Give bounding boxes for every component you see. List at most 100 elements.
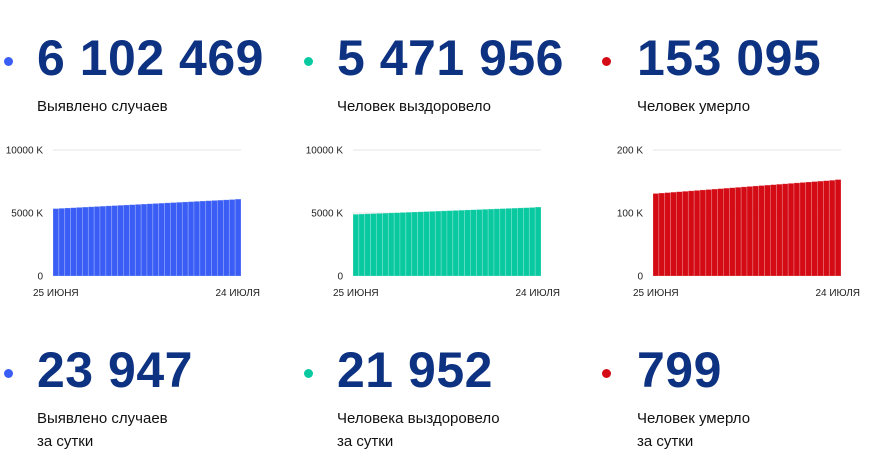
bar: [187, 201, 195, 277]
bar: [411, 211, 418, 277]
bar: [670, 191, 677, 277]
bar: [417, 211, 424, 277]
bar: [817, 180, 824, 277]
bar: [181, 201, 189, 277]
bar: [146, 203, 154, 277]
bar: [517, 207, 524, 277]
y-tick-label: 100 K: [617, 209, 643, 220]
bar: [693, 190, 701, 277]
bar: [52, 208, 60, 277]
y-tick-label: 0: [37, 272, 43, 283]
recovered-daily-caption-line2: за сутки: [337, 433, 394, 450]
deaths-daily-caption-line2: за сутки: [637, 433, 694, 450]
recovered-total-value: 5 471 956: [337, 30, 564, 86]
deaths-total-value: 153 095: [637, 30, 822, 86]
bar: [705, 189, 713, 277]
bar: [687, 190, 695, 277]
bar: [111, 205, 118, 277]
bar: [87, 206, 95, 277]
bar: [458, 209, 465, 277]
bar: [76, 207, 83, 277]
bar: [99, 205, 107, 277]
y-tick-label: 5000 K: [11, 209, 43, 220]
bar: [664, 192, 671, 277]
cases-daily-caption-line2: за сутки: [37, 433, 94, 450]
bar: [176, 201, 183, 277]
bar: [699, 189, 707, 277]
recovered-dot-icon: [304, 57, 313, 66]
deaths-chart: 0 100 K 200 K 25 ИЮНЯ 24 ИЮЛЯ: [617, 146, 860, 300]
bar: [423, 211, 430, 277]
bar: [199, 200, 207, 277]
bar: [393, 212, 401, 277]
bar: [205, 200, 212, 277]
x-end-label: 24 ИЮЛЯ: [515, 288, 560, 299]
bar: [734, 186, 742, 277]
bar: [93, 206, 101, 277]
bar: [752, 185, 760, 277]
deaths-daily-value: 799: [637, 342, 722, 398]
x-start-label: 25 ИЮНЯ: [33, 288, 79, 299]
bar: [676, 191, 683, 277]
bar: [493, 208, 501, 277]
bar: [440, 210, 448, 277]
bar: [729, 187, 736, 277]
bar: [534, 206, 542, 277]
cases-daily-value: 23 947: [37, 342, 193, 398]
recovered-total-caption: Человек выздоровело: [337, 98, 491, 115]
bar: [140, 203, 148, 277]
x-start-label: 25 ИЮНЯ: [333, 288, 379, 299]
bar: [134, 204, 142, 277]
bar: [787, 183, 795, 277]
bar: [505, 208, 512, 277]
bar: [129, 204, 136, 277]
bar: [117, 204, 124, 277]
x-end-label: 24 ИЮЛЯ: [215, 288, 260, 299]
bar: [193, 201, 201, 277]
cases-daily-dot-icon: [4, 369, 13, 378]
bar: [405, 211, 413, 277]
bar: [158, 202, 165, 277]
bar: [523, 207, 530, 277]
bar: [387, 212, 395, 277]
y-tick-label: 0: [337, 272, 343, 283]
bar: [476, 209, 483, 277]
deaths-daily-caption-line1: Человек умерло: [637, 410, 751, 427]
bar: [740, 186, 748, 277]
bar: [64, 207, 71, 277]
bar: [487, 208, 495, 277]
x-end-label: 24 ИЮЛЯ: [815, 288, 860, 299]
bar: [429, 211, 436, 277]
bar: [682, 190, 689, 277]
bar: [58, 207, 66, 277]
bar: [234, 198, 242, 277]
deaths-total-caption: Человек умерло: [637, 98, 751, 115]
cases-total-value: 6 102 469: [37, 30, 264, 86]
recovered-daily-value: 21 952: [337, 342, 493, 398]
deaths-dot-icon: [602, 57, 611, 66]
y-tick-label: 5000 K: [311, 209, 343, 220]
y-tick-label: 10000 K: [6, 146, 44, 157]
bar: [799, 182, 807, 277]
bar: [511, 207, 518, 277]
bar: [164, 202, 171, 277]
cases-chart: 0 5000 K 10000 K 25 ИЮНЯ 24 ИЮЛЯ: [6, 146, 260, 300]
bar: [382, 212, 389, 277]
bar: [370, 213, 377, 277]
bar: [452, 210, 460, 277]
bar: [82, 206, 89, 277]
bar: [499, 208, 507, 277]
bar: [717, 188, 724, 277]
bar: [446, 210, 454, 277]
bar: [105, 205, 113, 277]
bar: [528, 207, 536, 277]
bar: [481, 208, 489, 277]
bar: [364, 213, 371, 277]
bar: [434, 210, 442, 277]
bar: [123, 204, 130, 277]
y-tick-label: 10000 K: [306, 146, 344, 157]
bar: [70, 207, 77, 277]
bar: [758, 185, 765, 277]
x-start-label: 25 ИЮНЯ: [633, 288, 679, 299]
bar: [746, 186, 754, 277]
